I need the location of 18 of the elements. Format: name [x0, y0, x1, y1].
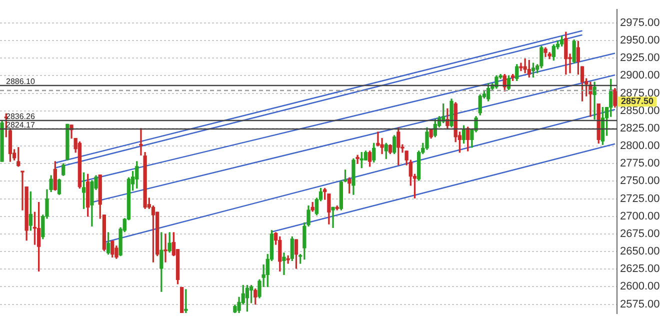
y-tick-label: 2625.00: [620, 263, 660, 276]
y-tick-label: 2650.00: [620, 246, 660, 258]
y-tick-label: 2575.00: [620, 298, 660, 310]
y-tick-label: 2975.00: [620, 16, 660, 29]
y-tick-label: 2725.00: [620, 192, 660, 205]
y-tick-label: 2950.00: [620, 34, 660, 47]
y-tick-label: 2600.00: [620, 280, 660, 293]
y-tick-label: 2800.00: [620, 140, 660, 152]
y-tick-label: 2675.00: [620, 228, 660, 240]
y-tick-label: 2850.00: [620, 104, 660, 117]
y-tick-label: 2750.00: [620, 175, 660, 188]
ref-line-label: 2886.10: [6, 76, 36, 86]
y-tick-label: 2900.00: [620, 70, 660, 82]
text: 2857.50: [621, 96, 654, 106]
y-tick-label: 2925.00: [620, 52, 660, 64]
y-tick-label: 2700.00: [620, 210, 660, 222]
y-tick-label: 2825.00: [620, 122, 660, 134]
y-tick-label: 2775.00: [620, 158, 660, 170]
